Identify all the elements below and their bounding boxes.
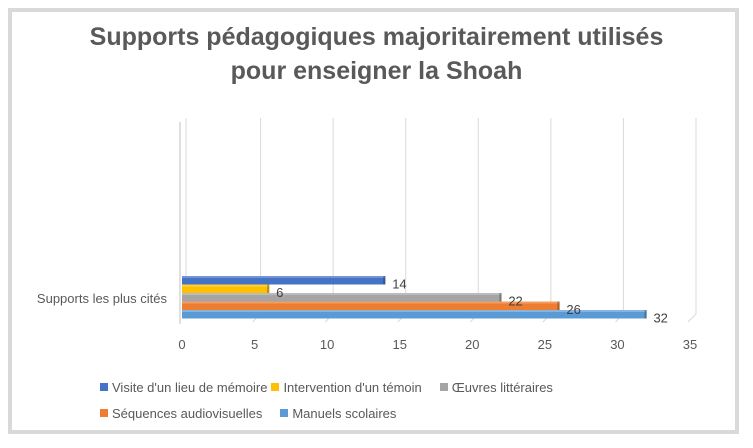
legend-swatch-icon bbox=[100, 409, 108, 417]
x-tick-label: 5 bbox=[251, 337, 258, 352]
bar bbox=[182, 276, 386, 285]
bar-highlight bbox=[182, 276, 386, 278]
bar-end-face bbox=[499, 293, 502, 302]
bar-end-face bbox=[267, 284, 270, 293]
x-tick-label: 20 bbox=[465, 337, 479, 352]
bar-end-face bbox=[557, 301, 560, 310]
bar-highlight bbox=[182, 310, 647, 312]
gridline-floor bbox=[687, 313, 697, 323]
bar-end-face bbox=[644, 310, 647, 319]
legend-item: Visite d'un lieu de mémoire bbox=[100, 380, 267, 395]
legend-swatch-icon bbox=[439, 383, 448, 391]
bar-highlight bbox=[182, 301, 560, 304]
legend-label: Intervention d'un témoin bbox=[283, 379, 422, 395]
x-tick-label: 0 bbox=[178, 337, 185, 352]
data-label: 32 bbox=[653, 311, 667, 326]
category-label: Supports les plus cités bbox=[37, 291, 168, 306]
x-tick-label: 25 bbox=[538, 337, 552, 352]
legend-row: Séquences audiovisuelles Manuels scolaire… bbox=[100, 400, 660, 426]
legend-label: Visite d'un lieu de mémoire bbox=[112, 379, 268, 395]
bar bbox=[182, 301, 560, 310]
bar-highlight bbox=[182, 284, 270, 287]
legend-label: Séquences audiovisuelles bbox=[112, 405, 263, 421]
bar bbox=[182, 310, 647, 319]
legend-row: Visite d'un lieu de mémoire Intervention … bbox=[100, 374, 660, 400]
x-tick-label: 35 bbox=[683, 337, 697, 352]
bar-end-face bbox=[383, 276, 386, 285]
x-tick-label: 30 bbox=[610, 337, 624, 352]
chart-title-line-2: pour enseigner la Shoah bbox=[230, 57, 523, 85]
data-label: 14 bbox=[392, 277, 406, 292]
chart-title-line-1: Supports pédagogiques majoritairement ut… bbox=[89, 23, 664, 51]
legend-label: Œuvres littéraires bbox=[451, 379, 553, 395]
legend: Visite d'un lieu de mémoire Intervention … bbox=[100, 374, 660, 426]
x-tick-label: 10 bbox=[320, 337, 334, 352]
bar-highlight bbox=[182, 293, 502, 295]
legend-item: Manuels scolaires bbox=[280, 406, 396, 421]
legend-item: Séquences audiovisuelles bbox=[100, 406, 262, 421]
data-label: 26 bbox=[566, 302, 580, 317]
data-label: 6 bbox=[276, 285, 283, 300]
chart-title: Supports pédagogiques majoritairement ut… bbox=[0, 20, 753, 88]
legend-swatch-icon bbox=[100, 383, 108, 391]
legend-swatch-icon bbox=[280, 409, 289, 417]
legend-label: Manuels scolaires bbox=[292, 405, 397, 421]
chart-frame bbox=[8, 8, 739, 434]
data-label: 22 bbox=[508, 294, 522, 309]
bar bbox=[182, 293, 502, 302]
legend-item: Intervention d'un témoin bbox=[271, 379, 422, 395]
x-tick-label: 15 bbox=[392, 337, 406, 352]
bar bbox=[182, 284, 270, 293]
legend-swatch-icon bbox=[271, 383, 280, 391]
legend-item: Œuvres littéraires bbox=[439, 379, 553, 395]
